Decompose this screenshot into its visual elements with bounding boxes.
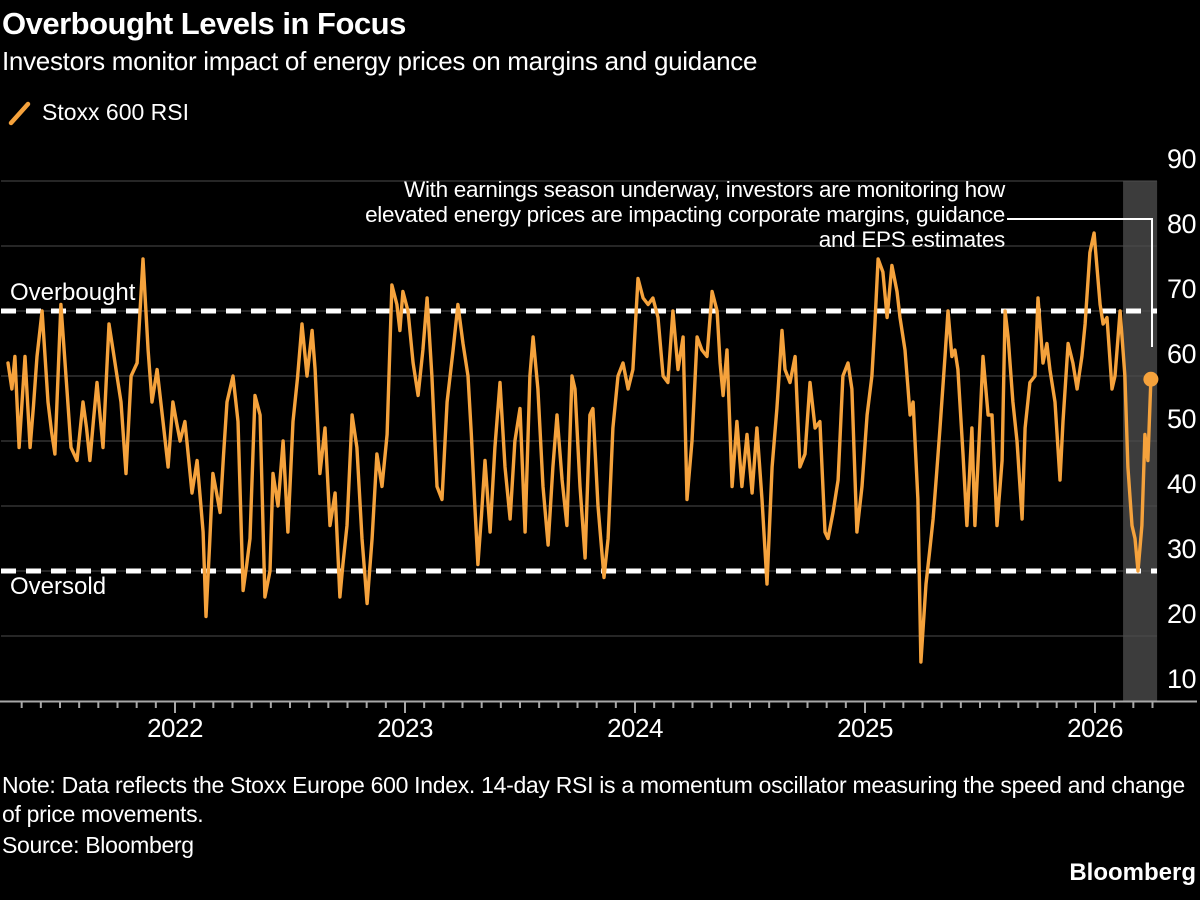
y-tick-label: 80 (1167, 209, 1196, 239)
legend-line-icon (8, 101, 31, 125)
y-tick-label: 60 (1167, 339, 1196, 369)
y-tick-label: 20 (1167, 599, 1196, 629)
footnote: Note: Data reflects the Stoxx Europe 600… (2, 772, 1185, 827)
y-tick-label: 40 (1167, 469, 1196, 499)
annotation-line: With earnings season underway, investors… (404, 177, 1005, 202)
y-tick-label: 90 (1167, 144, 1196, 174)
legend-label: Stoxx 600 RSI (42, 99, 190, 125)
overbought-label: Overbought (10, 279, 136, 306)
x-tick-label: 2022 (147, 713, 203, 743)
source-line: Source: Bloomberg (2, 832, 194, 858)
annotation-text: With earnings season underway, investors… (365, 177, 1005, 252)
legend: Stoxx 600 RSI (8, 99, 189, 126)
rsi-line-series (6, 231, 1153, 664)
bloomberg-logo: Bloomberg (1069, 859, 1196, 886)
chart-subtitle: Investors monitor impact of energy price… (2, 46, 758, 76)
page-title: Overbought Levels in Focus (2, 6, 406, 41)
x-tick-label: 2026 (1067, 713, 1123, 743)
y-tick-label: 70 (1167, 274, 1196, 304)
series-end-dot (1143, 371, 1159, 387)
oversold-label: Oversold (10, 573, 107, 600)
x-tick-label: 2023 (377, 713, 433, 743)
annotation-line: and EPS estimates (818, 227, 1006, 252)
annotation-callout-line (1007, 218, 1153, 347)
x-tick-label: 2025 (837, 713, 893, 743)
y-tick-label: 10 (1167, 664, 1196, 694)
y-tick-label: 50 (1167, 404, 1196, 434)
annotation-line: elevated energy prices are impacting cor… (365, 202, 1005, 227)
x-tick-label: 2024 (607, 713, 663, 743)
y-tick-label: 30 (1167, 534, 1196, 564)
